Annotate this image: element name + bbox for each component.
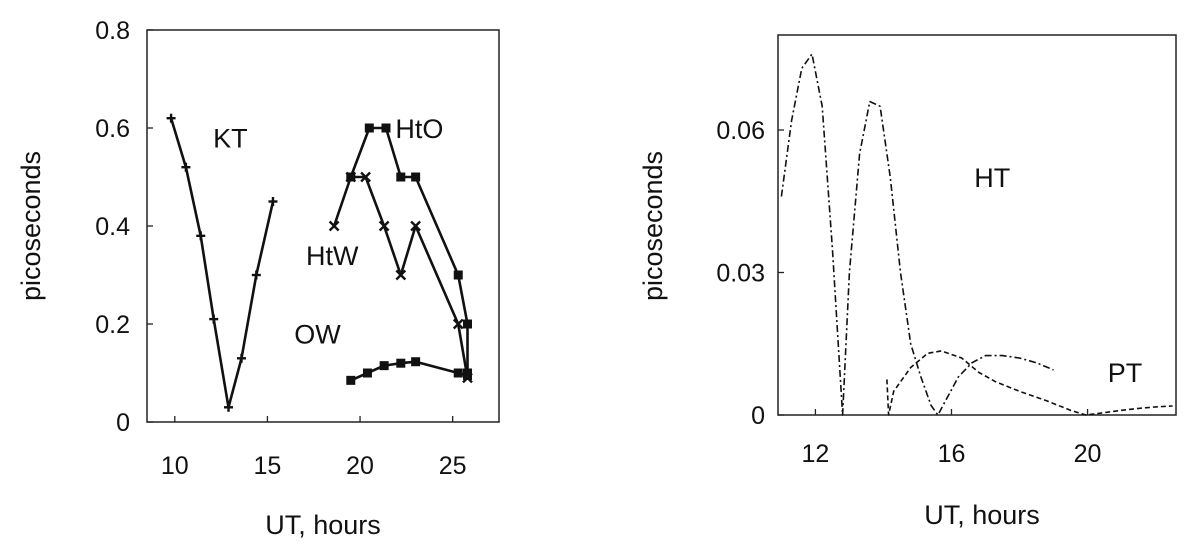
- right-x-tick-label: 12: [802, 440, 830, 468]
- left-label-htw: HtW: [306, 241, 359, 271]
- left-series-ow-point: [396, 358, 406, 368]
- left-series-kt-point: [268, 197, 278, 206]
- left-series-hto-point: [463, 319, 473, 329]
- right-chart: 12 16 20 0 0.03 0.06 HT PT UT, hours picosecon…: [638, 34, 1177, 530]
- right-y-tick-label: 0.03: [716, 260, 765, 288]
- left-x-axis-label: UT, hours: [265, 510, 381, 540]
- left-series-htw-line: [332, 175, 469, 379]
- left-x-tick-label: 20: [346, 452, 374, 480]
- right-ticks: 12 16 20 0 0.03 0.06: [716, 117, 1101, 468]
- left-series-ow-point: [411, 357, 421, 367]
- right-series: [780, 53, 1173, 416]
- left-series-htw-point: [452, 318, 464, 330]
- left-series-kt-point: [209, 314, 219, 324]
- left-series-htw-point: [410, 220, 421, 232]
- left-series-kt-point: [181, 162, 191, 172]
- right-series-pt-line: [886, 350, 1173, 416]
- right-x-tick-label: 16: [938, 440, 966, 468]
- left-series-hto-point: [396, 172, 406, 182]
- left-chart: 10 15 20 25 0 0.2 0.4 0.6 0.8 KT HtO HtW OW UT, hou…: [16, 17, 500, 540]
- right-label-pt: PT: [1108, 358, 1143, 388]
- left-series-kt-point: [236, 353, 246, 363]
- left-series-htw-point: [345, 171, 357, 183]
- left-y-axis-label: picoseconds: [16, 151, 46, 301]
- left-series-ow-point: [463, 370, 473, 380]
- left-series-ow-point: [379, 361, 389, 371]
- left-series-kt-point: [196, 231, 206, 241]
- left-x-tick-label: 25: [439, 452, 467, 480]
- left-series-ow-point: [346, 375, 356, 385]
- left-series-hto-point: [411, 172, 421, 182]
- left-series-htw-point: [378, 220, 390, 232]
- left-series-hto-point: [453, 270, 463, 280]
- left-y-tick-label: 0: [116, 409, 130, 437]
- left-y-tick-label: 0.6: [95, 115, 130, 143]
- left-y-tick-label: 0.4: [95, 213, 130, 241]
- left-label-hto: HtO: [395, 114, 443, 144]
- right-y-tick-label: 0.06: [716, 117, 765, 145]
- left-series-hto-point: [381, 123, 391, 133]
- left-annotations: KT HtO HtW OW: [213, 114, 443, 350]
- right-plot-frame: [777, 34, 1177, 416]
- left-series-htw-point: [360, 171, 371, 183]
- left-series-kt-point: [224, 402, 234, 412]
- left-series-ow-point: [362, 368, 372, 378]
- left-label-ow: OW: [294, 320, 341, 350]
- left-y-tick-label: 0.8: [95, 17, 130, 45]
- left-series-hto-point: [364, 123, 374, 133]
- left-label-kt: KT: [213, 124, 248, 154]
- right-annotations: HT PT: [974, 163, 1142, 388]
- right-series-ht-line: [780, 53, 1054, 416]
- left-x-tick-label: 15: [254, 452, 282, 480]
- right-y-tick-label: 0: [751, 402, 765, 430]
- right-label-ht: HT: [974, 163, 1010, 193]
- left-series: [166, 113, 473, 412]
- left-series-htw-point: [328, 220, 340, 232]
- left-series-kt-line: [169, 117, 275, 409]
- right-x-tick-label: 20: [1074, 440, 1102, 468]
- right-x-axis-label: UT, hours: [924, 500, 1040, 530]
- left-series-ow-point: [453, 368, 463, 378]
- left-series-htw-point: [395, 269, 407, 281]
- left-series-kt-point: [166, 113, 176, 123]
- left-y-tick-label: 0.2: [95, 311, 130, 339]
- right-y-axis-label: picoseconds: [638, 151, 668, 301]
- left-x-tick-label: 10: [161, 452, 189, 480]
- left-ticks: 10 15 20 25 0 0.2 0.4 0.6 0.8: [95, 17, 466, 480]
- left-series-kt-point: [251, 270, 261, 280]
